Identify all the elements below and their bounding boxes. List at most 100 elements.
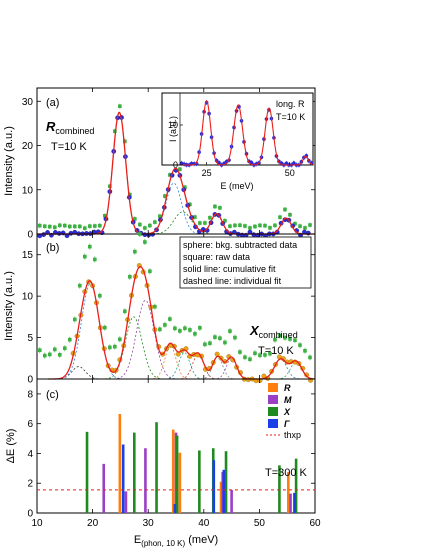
raw-point <box>183 185 187 190</box>
panel-b-ylabel: Intensity (a.u.) <box>3 271 15 341</box>
x-tick-label: 40 <box>198 518 210 529</box>
bar-R <box>178 452 182 513</box>
raw-point <box>153 220 157 224</box>
bar-X <box>133 432 136 513</box>
raw-point <box>88 244 92 249</box>
raw-point <box>88 224 92 228</box>
raw-point <box>168 317 172 321</box>
y-tick-label: 15 <box>22 250 34 261</box>
legend-ref-label: thxp <box>284 430 301 440</box>
raw-point <box>213 204 217 209</box>
raw-point <box>158 214 162 219</box>
legend-label: M <box>284 395 292 405</box>
raw-point <box>57 353 62 357</box>
raw-point <box>123 309 127 314</box>
bar-X <box>175 435 179 513</box>
raw-point <box>188 328 192 332</box>
raw-point <box>143 226 147 230</box>
legend-swatch-X <box>268 407 278 416</box>
subtracted-point <box>251 232 257 238</box>
raw-point <box>173 326 177 331</box>
raw-point <box>163 323 167 327</box>
raw-point <box>228 224 232 228</box>
panel-a: 0 10 20 30 (a) Rcombined T=10 K Intensity (… <box>3 87 316 241</box>
raw-point <box>103 325 107 330</box>
y-tick-label: 5 <box>27 333 33 344</box>
legend-label: Γ <box>284 419 290 429</box>
individual-fit <box>37 345 315 380</box>
shared-xlabel: E(phon, 10 K) (meV) <box>134 534 218 548</box>
raw-point <box>238 223 242 228</box>
raw-point <box>293 221 297 226</box>
x-tick-label: 30 <box>143 518 155 529</box>
y-tick-label: 0 <box>27 230 33 241</box>
raw-point <box>273 337 277 342</box>
bar-X <box>198 450 201 513</box>
bar-X <box>278 465 281 513</box>
y-tick-label: 0 <box>27 375 33 386</box>
raw-point <box>298 343 302 347</box>
bar-Γ <box>212 460 216 513</box>
raw-point <box>47 224 52 229</box>
note-solid-line: solid line: cumulative fit <box>183 264 276 274</box>
raw-point <box>83 226 87 230</box>
subtracted-point <box>68 230 74 236</box>
inset-axes: 25 50 0 10 <box>168 93 295 178</box>
raw-point <box>273 223 277 228</box>
raw-point <box>73 317 77 322</box>
raw-point <box>258 353 262 358</box>
raw-point <box>188 202 192 207</box>
panel-b-notes-box <box>179 236 312 289</box>
raw-point <box>68 337 72 342</box>
bar-Γ <box>121 444 125 513</box>
raw-point <box>37 223 42 228</box>
raw-point <box>288 337 292 341</box>
raw-point <box>263 353 267 357</box>
raw-point <box>268 351 272 356</box>
bar-M <box>144 448 147 513</box>
raw-point <box>178 167 182 171</box>
y-tick-label: 0 <box>27 509 33 520</box>
raw-point <box>193 215 197 219</box>
panel-a-ylabel: Intensity (a.u.) <box>3 126 15 196</box>
bar-R <box>171 429 175 513</box>
raw-point <box>123 139 127 144</box>
raw-point <box>128 192 132 197</box>
raw-point <box>218 336 222 341</box>
inset-y-tick-label: 0 <box>173 160 178 170</box>
raw-point <box>93 257 97 262</box>
y-tick-label: 4 <box>27 449 33 460</box>
y-tick-label: 10 <box>22 185 34 196</box>
panel-b-tag: (b) <box>46 242 59 254</box>
raw-point <box>308 223 312 227</box>
panel-c-tag: (c) <box>46 389 59 401</box>
legend-swatch-M <box>268 395 278 404</box>
bar-X <box>294 458 298 513</box>
panel-c-temp-label: T=300 K <box>265 467 308 479</box>
raw-point <box>133 249 137 254</box>
inset-temp-label: T=10 K <box>276 112 305 122</box>
raw-point <box>128 274 132 279</box>
raw-point <box>143 240 147 244</box>
x-tick-label: 20 <box>87 518 99 529</box>
note-sphere: sphere: bkg. subtracted data <box>183 240 297 250</box>
raw-point <box>108 184 112 189</box>
y-tick-label: 10 <box>22 292 34 303</box>
raw-point <box>208 341 212 346</box>
bar-X <box>155 422 158 513</box>
raw-point <box>57 223 62 228</box>
raw-point <box>198 221 202 225</box>
bar-Γ <box>173 504 177 513</box>
raw-point <box>148 269 152 274</box>
bar-M <box>230 489 233 513</box>
raw-point <box>118 337 122 342</box>
panel-a-tag: (a) <box>46 97 59 109</box>
y-tick-label: 6 <box>27 419 33 430</box>
raw-point <box>52 347 57 352</box>
raw-point <box>63 223 67 228</box>
panel-a-inset: 25 50 0 10 long. R T=10 K E (meV) I (a.u.) <box>161 92 314 191</box>
raw-point <box>42 353 47 358</box>
legend-label: X <box>283 407 291 417</box>
